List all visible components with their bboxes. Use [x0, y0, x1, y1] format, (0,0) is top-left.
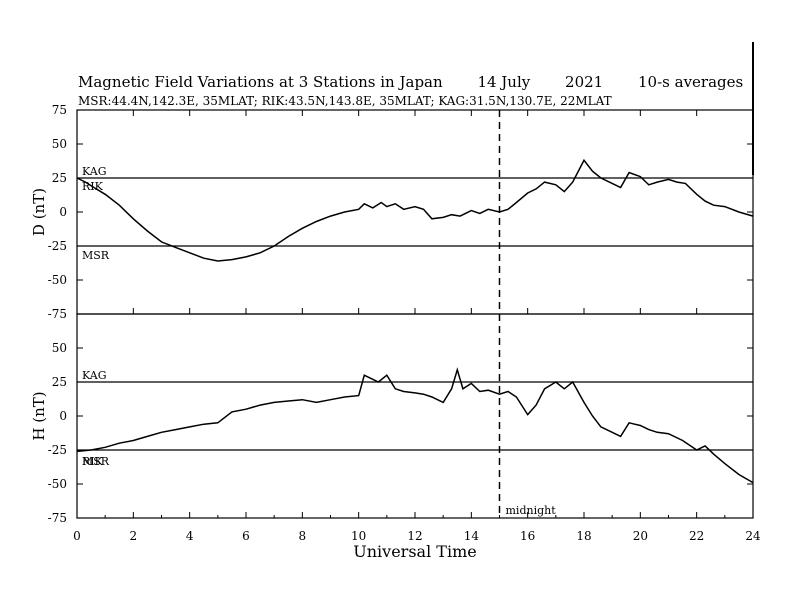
x-tick-label: 10: [351, 529, 366, 543]
x-tick-label: 14: [464, 529, 480, 543]
y-tick-label: 50: [52, 137, 67, 151]
y-tick-label: 75: [52, 103, 67, 117]
panel-frame: [76, 109, 754, 315]
y-tick-label: -25: [48, 239, 67, 253]
y-tick-label: 50: [52, 341, 67, 355]
x-tick-label: 24: [745, 529, 761, 543]
panel-frame: [76, 313, 754, 519]
x-tick-label: 12: [407, 529, 422, 543]
y-tick-label: 0: [59, 409, 67, 423]
baseline-label-msr: MSR: [82, 455, 110, 468]
x-tick-label: 22: [689, 529, 704, 543]
x-tick-label: 0: [73, 529, 81, 543]
x-tick-label: 16: [520, 529, 535, 543]
y-axis-label: H (nT): [30, 391, 48, 440]
y-tick-label: -50: [48, 273, 67, 287]
midnight-label: midnight: [506, 504, 557, 517]
title-averaging: 10-s averages: [638, 73, 744, 91]
y-tick-label: -75: [48, 511, 67, 525]
series-rik: [76, 367, 754, 484]
x-tick-label: 18: [576, 529, 591, 543]
y-tick-label: 25: [52, 375, 67, 389]
y-tick-label: 0: [59, 205, 67, 219]
y-axis-label: D (nT): [30, 188, 48, 236]
baseline-label-kag: KAG: [82, 165, 107, 178]
y-tick-label: -50: [48, 477, 67, 491]
baseline-label-rik: RIK: [82, 455, 104, 468]
series-rik: [76, 158, 754, 262]
x-axis-label: Universal Time: [353, 542, 476, 561]
title-text: Magnetic Field Variations at 3 Stations …: [78, 73, 443, 91]
x-tick-label: 6: [242, 529, 250, 543]
title-date: 14 July: [477, 73, 531, 91]
x-tick-label: 8: [299, 529, 307, 543]
x-tick-label: 4: [186, 529, 194, 543]
y-tick-label: -25: [48, 443, 67, 457]
station-list: MSR:44.4N,142.3E, 35MLAT; RIK:43.5N,143.…: [78, 94, 612, 108]
title-year: 2021: [565, 73, 604, 91]
y-tick-label: 25: [52, 171, 67, 185]
baseline-label-msr: MSR: [82, 249, 110, 262]
baseline-label-kag: KAG: [82, 369, 107, 382]
x-tick-label: 2: [130, 529, 138, 543]
x-tick-label: 20: [633, 529, 648, 543]
y-tick-label: -75: [48, 307, 67, 321]
chart-title: Magnetic Field Variations at 3 Stations …: [78, 73, 773, 91]
